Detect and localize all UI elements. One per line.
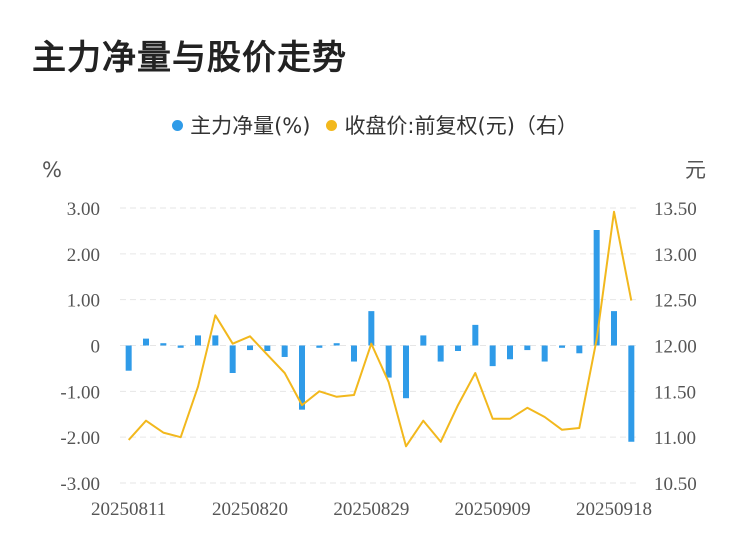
x-tick-label: 20250820 bbox=[212, 499, 288, 520]
bar[interactable] bbox=[420, 335, 427, 346]
grid bbox=[120, 207, 640, 484]
bar[interactable] bbox=[351, 345, 357, 362]
bar[interactable] bbox=[559, 345, 565, 348]
right-tick-label: 11.50 bbox=[654, 382, 696, 403]
bar[interactable] bbox=[489, 345, 496, 367]
left-tick-label: 3.00 bbox=[67, 199, 100, 220]
left-tick-label: -3.00 bbox=[60, 474, 100, 495]
right-tick-label: 10.50 bbox=[654, 474, 697, 495]
right-tick-label: 13.00 bbox=[654, 245, 697, 266]
legend-line-marker bbox=[326, 119, 338, 131]
bar[interactable] bbox=[229, 345, 236, 374]
bar[interactable] bbox=[177, 345, 184, 348]
chart-title: 主力净量与股价走势 bbox=[32, 38, 347, 78]
legend-bar-label: 主力净量(%) bbox=[190, 114, 311, 138]
left-axis-unit: % bbox=[42, 158, 62, 182]
bar[interactable] bbox=[264, 345, 271, 352]
left-axis: 3.00 2.00 1.00 0 -1.00 -2.00 -3.00% bbox=[42, 158, 100, 495]
bar[interactable] bbox=[403, 345, 409, 399]
bar[interactable] bbox=[593, 230, 600, 346]
x-tick-label: 20250918 bbox=[576, 499, 652, 520]
right-axis-unit: 元 bbox=[685, 158, 706, 182]
bar[interactable] bbox=[333, 343, 340, 346]
bar[interactable] bbox=[368, 311, 375, 346]
bar[interactable] bbox=[628, 345, 635, 442]
x-tick-label: 20250811 bbox=[91, 499, 166, 520]
bar[interactable] bbox=[507, 345, 513, 360]
bar[interactable] bbox=[576, 345, 583, 354]
bar[interactable] bbox=[524, 345, 531, 351]
legend-item-line[interactable]: 收盘价:前复权(元)（右） bbox=[326, 110, 578, 140]
bar[interactable] bbox=[299, 345, 305, 410]
legend-line-label: 收盘价:前复权(元)（右） bbox=[344, 114, 578, 138]
left-tick-label: 2.00 bbox=[67, 245, 100, 266]
bar[interactable] bbox=[316, 345, 323, 348]
right-tick-label: 13.50 bbox=[654, 199, 697, 220]
right-tick-label: 11.00 bbox=[654, 428, 696, 449]
price-line[interactable] bbox=[127, 210, 633, 448]
legend-item-bar[interactable]: 主力净量(%) bbox=[172, 110, 310, 140]
bar[interactable] bbox=[455, 345, 461, 352]
bar[interactable] bbox=[195, 335, 201, 346]
x-tick-label: 20250829 bbox=[333, 499, 409, 520]
bar[interactable] bbox=[125, 345, 132, 371]
right-tick-label: 12.50 bbox=[654, 291, 697, 312]
bar-series bbox=[125, 230, 635, 442]
bar[interactable] bbox=[143, 338, 149, 346]
bar[interactable] bbox=[437, 345, 444, 362]
left-tick-label: 1.00 bbox=[67, 291, 100, 312]
bar[interactable] bbox=[247, 345, 253, 351]
bar[interactable] bbox=[281, 345, 288, 357]
bar[interactable] bbox=[212, 335, 219, 346]
right-tick-label: 12.00 bbox=[654, 337, 697, 358]
right-axis: 13.50 13.00 12.50 12.00 11.50 11.00 10.50 元 bbox=[654, 158, 706, 495]
line-series bbox=[127, 210, 633, 448]
x-tick-label: 20250909 bbox=[455, 499, 531, 520]
bar[interactable] bbox=[541, 345, 548, 362]
legend: 主力净量(%) 收盘价:前复权(元)（右） bbox=[0, 110, 750, 140]
bar[interactable] bbox=[385, 345, 392, 378]
left-tick-label: -1.00 bbox=[60, 382, 100, 403]
bar[interactable] bbox=[472, 324, 479, 346]
legend-bar-marker bbox=[172, 119, 184, 131]
bar[interactable] bbox=[611, 311, 617, 346]
left-tick-label: 0 bbox=[91, 337, 101, 358]
x-axis: 20250811 20250820 20250829 20250909 20250918 bbox=[91, 499, 652, 520]
bar[interactable] bbox=[160, 343, 167, 346]
left-tick-label: -2.00 bbox=[60, 428, 100, 449]
